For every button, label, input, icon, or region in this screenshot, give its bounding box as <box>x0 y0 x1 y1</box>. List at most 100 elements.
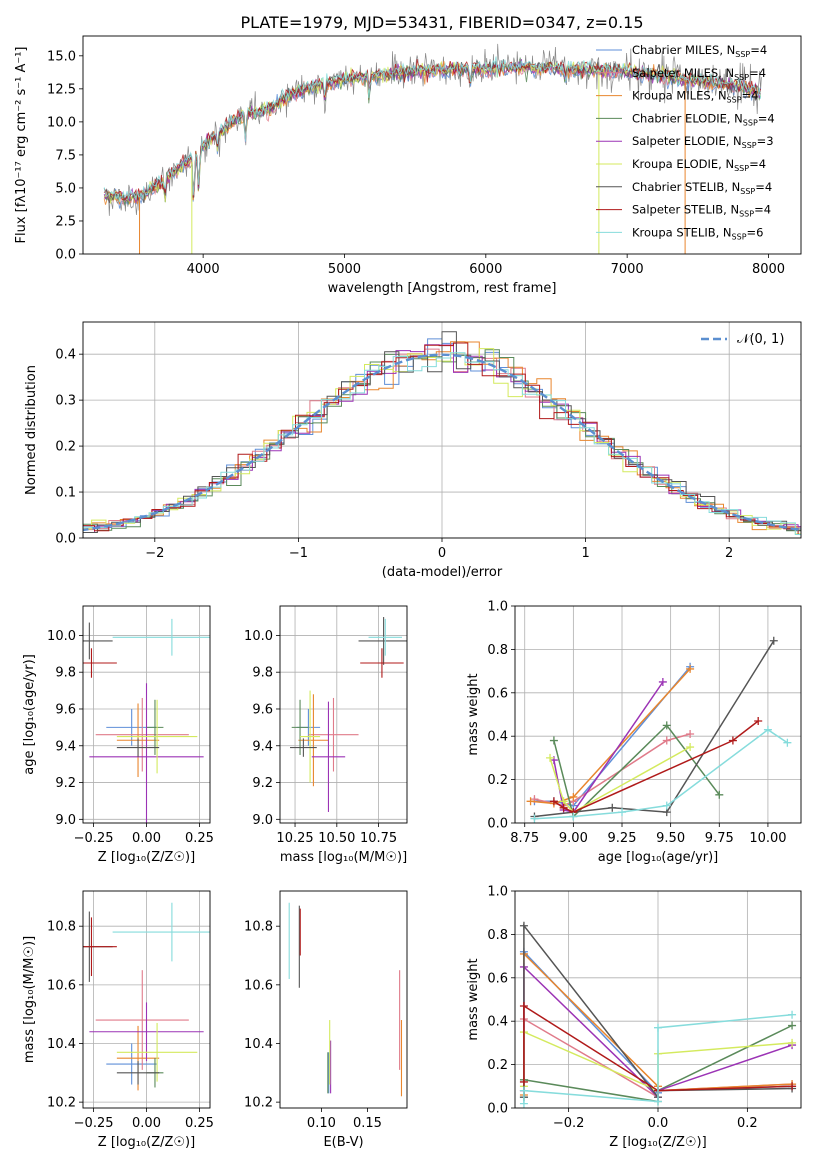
legend-value: =4 <box>758 111 775 125</box>
x-tick-label: 5000 <box>328 262 361 277</box>
weight-series-line <box>553 724 720 818</box>
legend-value: =4 <box>750 43 767 57</box>
model-spectrum-line <box>103 59 761 204</box>
chart-title: PLATE=1979, MJD=53431, FIBERID=0347, z=0… <box>240 13 643 32</box>
axes-frame <box>279 605 408 824</box>
plot-area-residuals <box>83 322 801 538</box>
weight-marker <box>769 636 778 645</box>
panel-z_age: −0.25 0.00 0.25 9.0 9.2 9.4 9.6 9.8 10.0 Z [log₁₀… <box>22 605 214 865</box>
weight-marker <box>728 736 737 745</box>
weight-marker <box>569 792 578 801</box>
x-tick-label: 0.0 <box>648 1116 669 1131</box>
x-tick-label: 2 <box>725 546 733 561</box>
x-tick-label: 0.2 <box>737 1116 758 1131</box>
y-tick-label: 7.5 <box>55 148 76 163</box>
y-tick-label: 10.0 <box>47 629 76 644</box>
weight-marker <box>526 797 535 806</box>
x-tick-label: −0.2 <box>553 1116 585 1131</box>
y-tick-label: 9.6 <box>55 702 76 717</box>
y-axis-label: mass weight <box>466 958 481 1040</box>
y-tick-label: 0.8 <box>487 928 508 943</box>
y-tick-label: 2.5 <box>55 214 76 229</box>
y-tick-label: 15.0 <box>47 49 76 64</box>
legend-subscript: SSP <box>739 210 754 219</box>
y-tick-label: 10.6 <box>244 978 273 993</box>
spectrum-legend: Chabrier MILES, NSSP=4 Salpeter MILES, NS… <box>596 43 775 241</box>
y-axis-label: mass weight <box>466 673 481 755</box>
x-tick-label: 0.25 <box>185 831 214 846</box>
weight-marker <box>519 1077 528 1086</box>
panel-ebv_mass: 0.10 0.15 10.2 10.4 10.6 10.8 E(B-V) <box>244 890 408 1150</box>
y-axis-label: Normed distribution <box>24 365 39 495</box>
y-tick-label: 1.0 <box>487 600 508 615</box>
legend-subscript: SSP <box>727 96 742 105</box>
y-tick-label: 9.2 <box>252 776 273 791</box>
y-tick-label: 0.4 <box>487 1015 508 1030</box>
x-axis-label: age [log₁₀(age/yr)] <box>598 850 719 865</box>
x-axis-label: Z [log₁₀(Z/Z☉)] <box>98 1135 195 1150</box>
y-tick-label: 1.0 <box>487 885 508 900</box>
weight-marker <box>783 738 792 747</box>
y-tick-label: 9.0 <box>252 813 273 828</box>
weight-marker <box>754 717 763 726</box>
legend-entry: Salpeter ELODIE, NSSP=3 <box>632 134 774 150</box>
x-tick-label: 8000 <box>752 262 785 277</box>
x-tick-label: 10.25 <box>276 831 313 846</box>
axes-frame <box>82 321 802 539</box>
y-tick-label: 10.2 <box>47 1096 76 1111</box>
weight-marker <box>763 725 772 734</box>
x-tick-label: 7000 <box>611 262 644 277</box>
plot-area-z_mass <box>83 891 210 1108</box>
weight-marker <box>788 1038 797 1047</box>
y-tick-label: 0.3 <box>55 394 76 409</box>
axes-frame <box>279 890 408 1109</box>
legend-value: =4 <box>742 89 759 103</box>
weight-marker <box>788 1010 797 1019</box>
legend-subscript: SSP <box>735 50 750 59</box>
weight-marker <box>559 803 568 812</box>
panel-residuals: −2 −1 0 1 2 0.0 0.1 0.2 0.3 0.4 (data-model)/error… <box>24 321 802 580</box>
y-axis-label: mass [log₁₀(M/M☉)] <box>22 936 37 1063</box>
weight-marker <box>549 797 558 806</box>
x-tick-label: −0.25 <box>74 831 114 846</box>
x-tick-label: 9.75 <box>705 831 734 846</box>
y-tick-label: 0.0 <box>487 1102 508 1117</box>
residual-histogram <box>83 348 801 531</box>
x-tick-label: 0.00 <box>132 831 161 846</box>
weight-marker <box>654 1097 662 1106</box>
legend-subscript: SSP <box>740 187 755 196</box>
legend-entry: Chabrier MILES, NSSP=4 <box>632 43 767 59</box>
y-tick-label: 10.4 <box>47 1037 76 1052</box>
y-axis-label: age [log₁₀(age/yr)] <box>22 654 37 775</box>
y-tick-label: 9.4 <box>55 739 76 754</box>
y-tick-label: 9.0 <box>55 813 76 828</box>
y-axis-label: Flux [fλ10⁻¹⁷ erg cm⁻² s⁻¹ A⁻¹] <box>14 47 29 244</box>
y-tick-label: 0.4 <box>55 348 76 363</box>
legend-entry: Salpeter MILES, NSSP=4 <box>632 66 766 82</box>
legend-entry: Kroupa STELIB, NSSP=6 <box>632 225 763 241</box>
x-tick-label: 10.50 <box>318 831 355 846</box>
weight-series-line <box>549 746 691 814</box>
y-tick-label: 0.6 <box>487 686 508 701</box>
plot-area-mass_age <box>280 606 407 823</box>
x-tick-label: 6000 <box>469 262 502 277</box>
plot-area-age_weight <box>515 606 801 823</box>
normal-curve-line <box>83 353 801 532</box>
axes-frame <box>82 890 211 1109</box>
x-axis-label: Z [log₁₀(Z/Z☉)] <box>609 1135 706 1150</box>
x-tick-label: −1 <box>289 546 308 561</box>
legend-subscript: SSP <box>743 118 758 127</box>
axes-frame <box>514 605 802 824</box>
x-tick-label: −0.25 <box>74 1116 114 1131</box>
weight-marker <box>549 736 558 745</box>
weight-marker <box>519 921 528 930</box>
plot-area-ebv_mass <box>288 902 403 1097</box>
x-tick-label: 9.00 <box>559 831 588 846</box>
legend-label: Chabrier STELIB, N <box>632 180 740 194</box>
panel-z_weight: −0.2 0.0 0.2 0.0 0.2 0.4 0.6 0.8 1.0 Z [log₁₀(Z/Z… <box>466 885 802 1150</box>
y-tick-label: 0.2 <box>487 773 508 788</box>
y-tick-label: 0.0 <box>55 532 76 547</box>
legend-value: =4 <box>755 180 772 194</box>
y-tick-label: 10.8 <box>244 920 273 935</box>
